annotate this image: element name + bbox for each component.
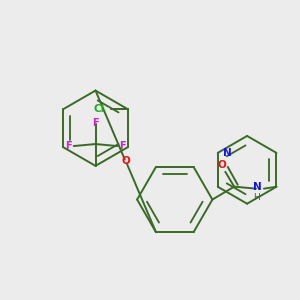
Text: N: N <box>253 182 261 192</box>
Text: O: O <box>122 156 130 166</box>
Text: F: F <box>92 118 99 128</box>
Text: Cl: Cl <box>93 104 104 114</box>
Text: N: N <box>223 148 232 158</box>
Text: H: H <box>254 193 260 202</box>
Text: O: O <box>218 160 227 170</box>
Text: F: F <box>65 141 72 151</box>
Text: F: F <box>119 141 126 151</box>
